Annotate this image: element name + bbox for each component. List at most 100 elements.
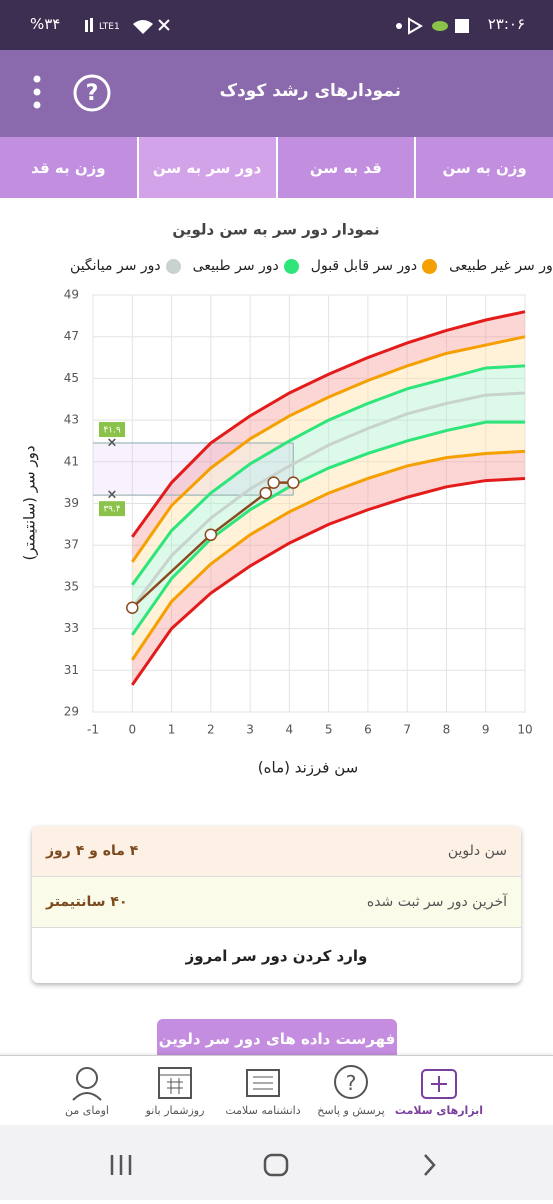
band-fill — [132, 365, 526, 635]
legend-items: دور سر غیر طبیعی دور سر قابل قبول دور سر ط… — [70, 258, 553, 274]
y-tick-label: 29 — [64, 705, 79, 719]
nav-item[interactable]: ? پرسش و پاسخ — [306, 1056, 396, 1126]
nav-icon — [246, 1069, 280, 1097]
x-tick-label: -1 — [87, 723, 99, 737]
nav-item[interactable]: دانشنامه سلامت — [218, 1056, 308, 1126]
child-point — [259, 486, 273, 500]
y-tick-label: 47 — [64, 329, 79, 343]
nav-icon — [421, 1069, 457, 1099]
legend-dot — [422, 258, 438, 274]
nav-icon: ? — [334, 1065, 368, 1099]
x-tick-label: 1 — [168, 723, 176, 737]
x-tick-label: 7 — [403, 723, 411, 737]
nav-label: دانشنامه سلامت — [225, 1104, 301, 1117]
legend-item[interactable]: دور سر طبیعی — [193, 258, 299, 274]
legend-item[interactable]: دور سر قابل قبول — [310, 258, 438, 274]
legend-label: دور سر میانگین — [70, 258, 161, 274]
info-key: آخرین دور سر ثبت شده — [366, 894, 507, 910]
x-tick-label: 3 — [246, 723, 254, 737]
x-tick-label: 5 — [325, 723, 333, 737]
system-nav — [0, 1125, 553, 1200]
legend-item[interactable]: دور سر میانگین — [70, 258, 181, 274]
nav-label: پرسش و پاسخ — [317, 1104, 385, 1117]
svg-text:?: ? — [346, 1071, 357, 1095]
nav-label: روزشمار بانو — [145, 1104, 205, 1117]
legend-label: دور سر قابل قبول — [310, 258, 418, 274]
info-value: ۴ ماه و ۴ روز — [46, 843, 139, 859]
y-tick-label: 43 — [64, 413, 79, 427]
x-tick-label: 8 — [443, 723, 451, 737]
svg-text:?: ? — [86, 81, 99, 106]
value-badge — [99, 422, 125, 438]
tab[interactable]: قد به سن — [275, 137, 415, 198]
x-tick-label: 0 — [128, 723, 136, 737]
y-tick-label: 49 — [64, 288, 79, 302]
x-tick-label: 10 — [517, 723, 532, 737]
tab[interactable]: وزن به قد — [31, 158, 106, 177]
info-card: سن دلوین ۴ ماه و ۴ روز آخرین دور سر ثبت ش… — [32, 826, 521, 983]
tab-bar: وزن به سن قد به سن دور سر به سن وزن به ق… — [0, 137, 553, 198]
info-key: سن دلوین — [447, 843, 507, 859]
tab[interactable]: وزن به سن — [414, 137, 553, 198]
chart: نمودار دور سر به سن دلوین سن فرزند (ماه)… — [21, 221, 533, 777]
legend-dot — [283, 258, 299, 274]
x-tick-label: 2 — [207, 723, 215, 737]
y-axis-label: دور سر (سانتیمتر) — [21, 445, 39, 560]
y-tick-label: 31 — [64, 663, 79, 677]
x-axis-label: سن فرزند (ماه) — [258, 759, 358, 777]
series-line — [131, 391, 526, 609]
y-tick-label: 35 — [64, 579, 79, 593]
svg-text:LTE1: LTE1 — [99, 22, 120, 32]
x-tick-label: 9 — [482, 723, 490, 737]
child-point — [267, 476, 280, 489]
system-nav-icons — [110, 1153, 436, 1177]
y-tick-label: 45 — [64, 371, 79, 385]
info-value: ۴۰ سانتیمتر — [46, 894, 128, 910]
x-tick-label: 4 — [286, 723, 294, 737]
value-badge — [99, 501, 125, 517]
battery: %۳۴ — [30, 15, 61, 33]
chart-title: نمودار دور سر به سن دلوین — [172, 221, 379, 239]
cross-marker: × — [107, 488, 118, 503]
legend-item[interactable]: دور سر غیر طبیعی — [449, 258, 553, 274]
band-fill — [132, 336, 526, 585]
series-line — [131, 310, 526, 538]
notification-icons — [396, 17, 469, 35]
app-bar: ? نمودارهای رشد کودک — [0, 50, 553, 137]
band-fill — [132, 311, 526, 562]
child-point — [126, 601, 139, 614]
add-button[interactable]: وارد کردن دور سر امروز — [185, 946, 368, 965]
child-point — [287, 476, 300, 489]
bottom-nav: ابزارهای سلامت ? پرسش و پاسخ دانشنامه سلا… — [0, 1055, 553, 1125]
app-title: نمودارهای رشد کودک — [219, 81, 401, 101]
series-line — [131, 335, 526, 563]
nav-icon — [158, 1067, 192, 1099]
value-badge-label: ۴۱.۹ — [103, 426, 121, 436]
value-badge-label: ۳۹.۴ — [103, 505, 121, 515]
nav-item[interactable]: اومای من — [42, 1056, 132, 1126]
series-line — [131, 449, 526, 661]
nav-label: اومای من — [65, 1104, 109, 1117]
info-row: آخرین دور سر ثبت شده ۴۰ سانتیمتر — [32, 877, 521, 928]
y-tick-label: 33 — [64, 621, 79, 635]
menu-icons[interactable]: ? — [28, 74, 118, 114]
y-tick-label: 39 — [64, 496, 79, 510]
nav-item[interactable]: ابزارهای سلامت — [394, 1056, 484, 1126]
series-line — [131, 420, 525, 636]
nav-label: ابزارهای سلامت — [394, 1104, 484, 1117]
tab-active[interactable]: دور سر به سن — [136, 137, 276, 198]
legend-dot — [165, 258, 181, 274]
legend-label: دور سر غیر طبیعی — [449, 258, 553, 274]
info-row: سن دلوین ۴ ماه و ۴ روز — [32, 826, 521, 877]
status-bar: %۳۴ LTE1 ۲۳:۰۶ — [0, 0, 553, 50]
band-fill — [132, 451, 526, 685]
nav-item[interactable]: روزشمار بانو — [130, 1056, 220, 1126]
nav-icon — [72, 1067, 102, 1101]
highlight-box — [93, 443, 294, 496]
x-tick-label: 6 — [364, 723, 372, 737]
cross-marker: × — [107, 436, 118, 451]
list-button[interactable]: فهرست داده های دور سر دلوین — [157, 1019, 397, 1059]
y-tick-label: 41 — [64, 454, 79, 468]
status-icons: LTE1 — [85, 18, 170, 34]
